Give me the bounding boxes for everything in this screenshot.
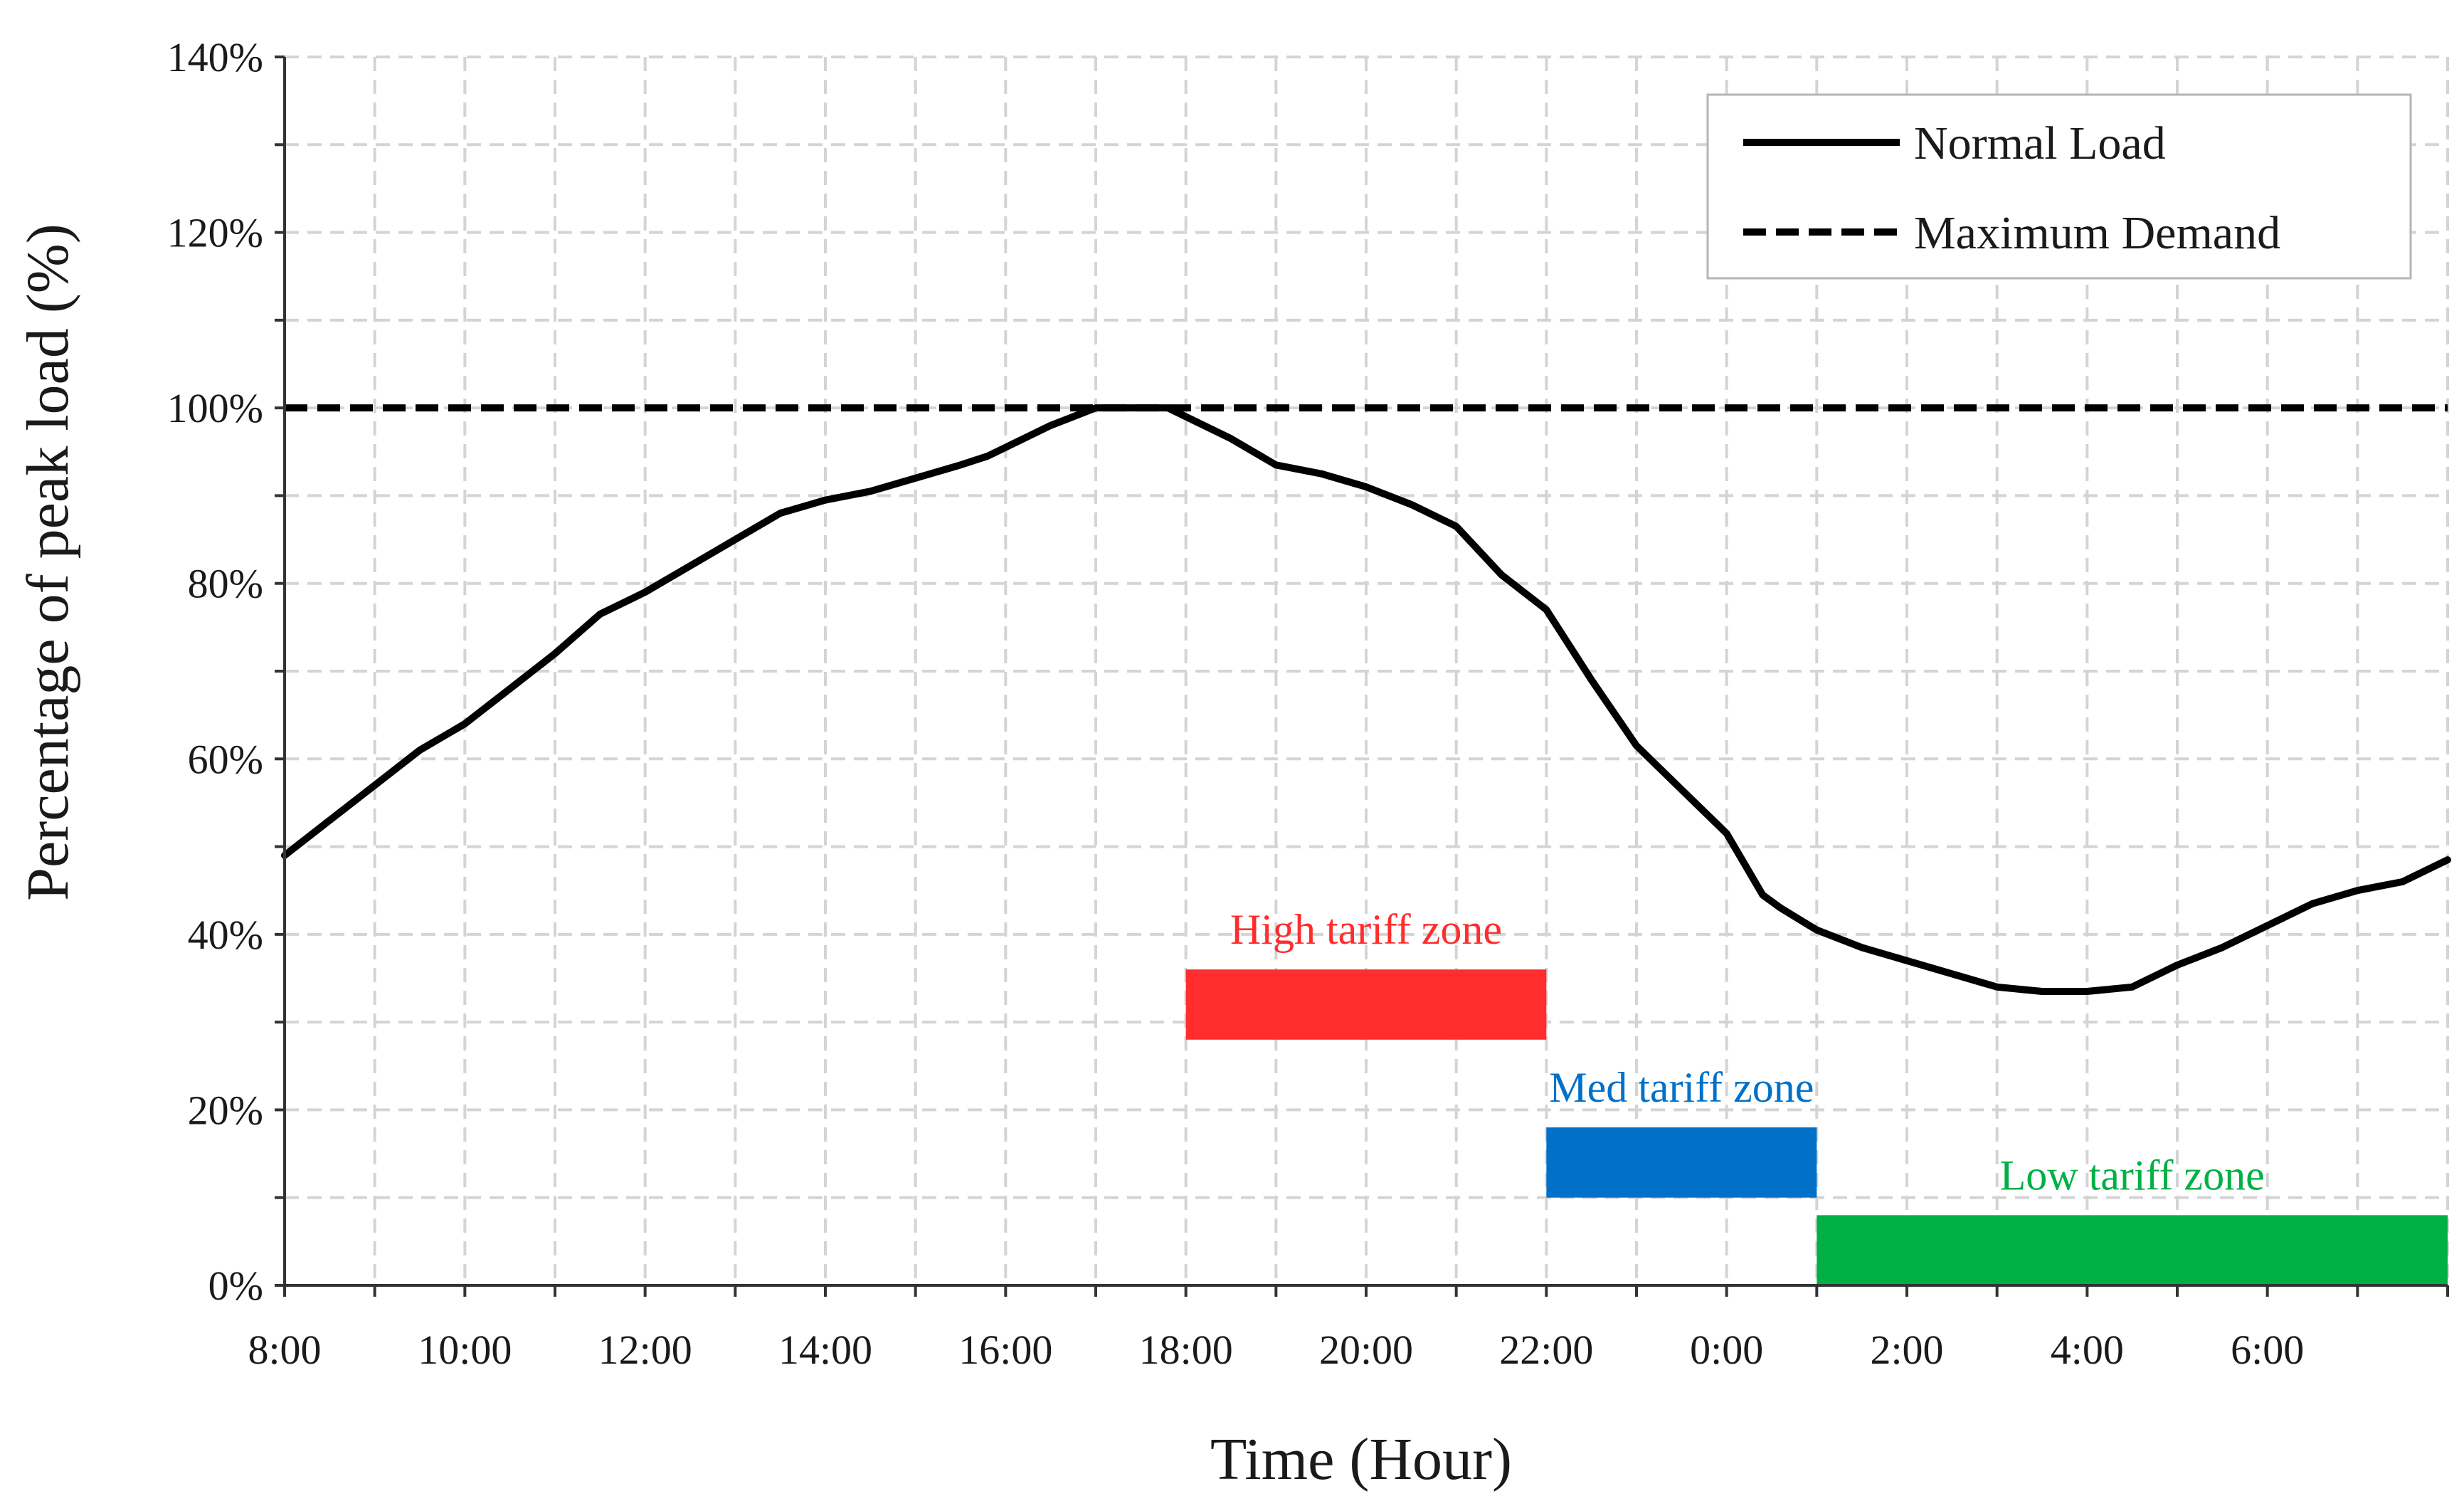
y-tick-label: 0% <box>208 1263 263 1309</box>
x-axis-title: Time (Hour) <box>1210 1426 1512 1492</box>
legend-label-normal-load: Normal Load <box>1914 117 2166 169</box>
high-tariff-zone-bar <box>1185 969 1547 1040</box>
low-tariff-zone-label: Low tariff zone <box>2000 1152 2265 1199</box>
axes <box>275 56 2449 1297</box>
x-tick-label: 8:00 <box>248 1327 321 1373</box>
x-tick-label: 18:00 <box>1139 1327 1233 1373</box>
x-tick-label: 16:00 <box>958 1327 1052 1373</box>
med-tariff-zone-label: Med tariff zone <box>1549 1064 1814 1111</box>
x-tick-label: 10:00 <box>418 1327 512 1373</box>
tick-labels: 0% 20% 40% 60% 80% 100% 120% 140% 8:00 10:00 12:00… <box>167 34 2305 1373</box>
y-axis-title: Percentage of peak load (%) <box>15 223 81 901</box>
x-tick-label: 4:00 <box>2051 1327 2124 1373</box>
tariff-zones: High tariff zone Med tariff zone Low tarif… <box>1185 906 2448 1285</box>
x-tick-label: 14:00 <box>778 1327 872 1373</box>
normal-load-line <box>281 404 2451 995</box>
legend-box <box>1706 93 2412 280</box>
x-tick-label: 0:00 <box>1690 1327 1763 1373</box>
x-tick-label: 20:00 <box>1319 1327 1413 1373</box>
x-tick-label: 12:00 <box>598 1327 692 1373</box>
y-tick-label: 60% <box>188 736 263 782</box>
y-tick-label: 80% <box>188 561 263 607</box>
y-tick-label: 20% <box>188 1087 263 1133</box>
x-tick-label: 2:00 <box>1870 1327 1943 1373</box>
high-tariff-zone-label: High tariff zone <box>1230 906 1502 953</box>
legend-label-maximum-demand: Maximum Demand <box>1914 207 2280 259</box>
legend: Normal Load Maximum Demand <box>1706 93 2412 280</box>
y-tick-label: 140% <box>167 34 263 80</box>
y-tick-label: 40% <box>188 912 263 958</box>
x-tick-label: 22:00 <box>1499 1327 1593 1373</box>
med-tariff-zone-bar <box>1546 1127 1817 1198</box>
series-lines <box>281 404 2451 995</box>
x-tick-label: 6:00 <box>2231 1327 2304 1373</box>
low-tariff-zone-bar <box>1817 1215 2448 1285</box>
y-tick-label: 120% <box>167 210 263 256</box>
y-tick-label: 100% <box>167 385 263 431</box>
